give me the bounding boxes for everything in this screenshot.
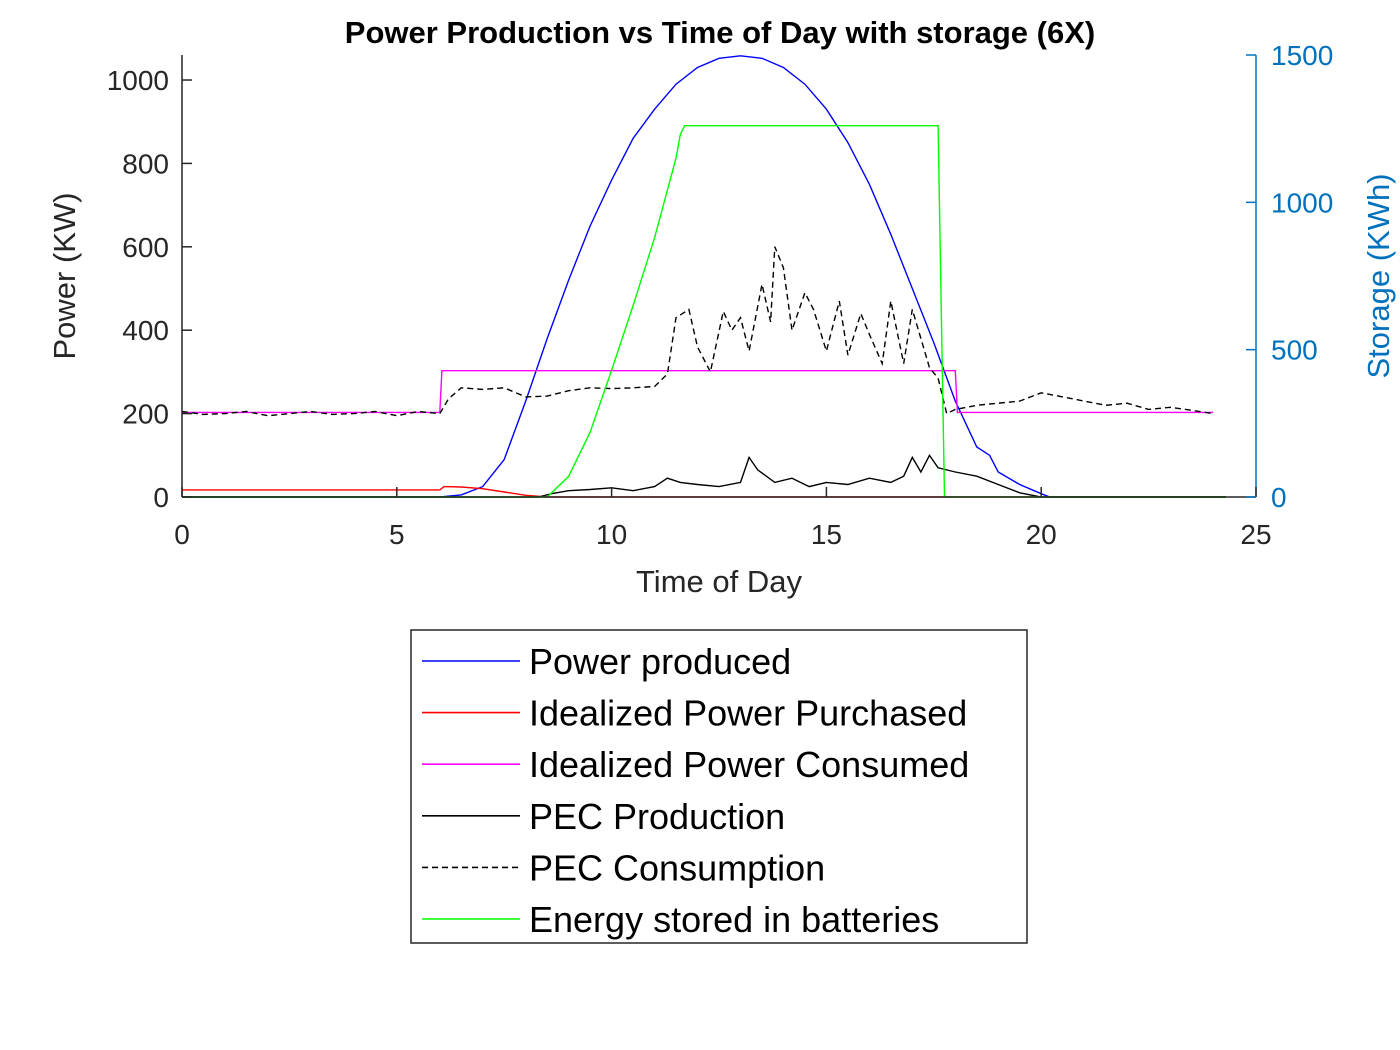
legend-label-0: Power produced <box>529 641 791 682</box>
x-tick-label: 5 <box>389 519 405 550</box>
series-line-2 <box>182 370 1213 414</box>
x-tick-label: 15 <box>811 519 842 550</box>
y2-tick-label: 1000 <box>1271 187 1333 218</box>
y-tick-label: 200 <box>122 399 169 430</box>
x-tick-label: 20 <box>1026 519 1057 550</box>
y2-tick-label: 0 <box>1271 482 1287 513</box>
series-line-4 <box>181 246 1214 417</box>
y-tick-label: 800 <box>122 148 169 179</box>
chart-title: Power Production vs Time of Day with sto… <box>345 15 1095 50</box>
legend-label-3: PEC Production <box>529 796 785 837</box>
y-tick-label: 1000 <box>107 65 169 96</box>
legend-box <box>410 629 1028 944</box>
x-tick-label: 25 <box>1240 519 1271 550</box>
legend-label-2: Idealized Power Consumed <box>529 744 969 785</box>
y-tick-label: 0 <box>153 482 169 513</box>
y-axis-title: Power (KW) <box>47 192 82 359</box>
series-line-3 <box>182 453 1226 498</box>
legend-label-5: Energy stored in batteries <box>529 899 939 940</box>
series-line-0 <box>182 55 1226 498</box>
y-tick-label: 400 <box>122 315 169 346</box>
y-tick-label: 600 <box>122 232 169 263</box>
x-tick-label: 10 <box>596 519 627 550</box>
x-tick-label: 0 <box>174 519 190 550</box>
x-axis-title: Time of Day <box>636 564 802 599</box>
legend-label-1: Idealized Power Purchased <box>529 693 967 734</box>
y2-tick-label: 1500 <box>1271 40 1333 71</box>
legend: Power produced Idealized Power Purchased I… <box>410 629 1028 944</box>
y2-axis-title: Storage (KWh) <box>1361 173 1396 378</box>
legend-items: Power produced Idealized Power Purchased I… <box>422 641 969 940</box>
y2-tick-label: 500 <box>1271 335 1318 366</box>
series-line-1 <box>182 485 1226 498</box>
series-line-5 <box>182 124 1226 498</box>
series-layer <box>181 55 1226 498</box>
legend-label-4: PEC Consumption <box>529 847 825 888</box>
